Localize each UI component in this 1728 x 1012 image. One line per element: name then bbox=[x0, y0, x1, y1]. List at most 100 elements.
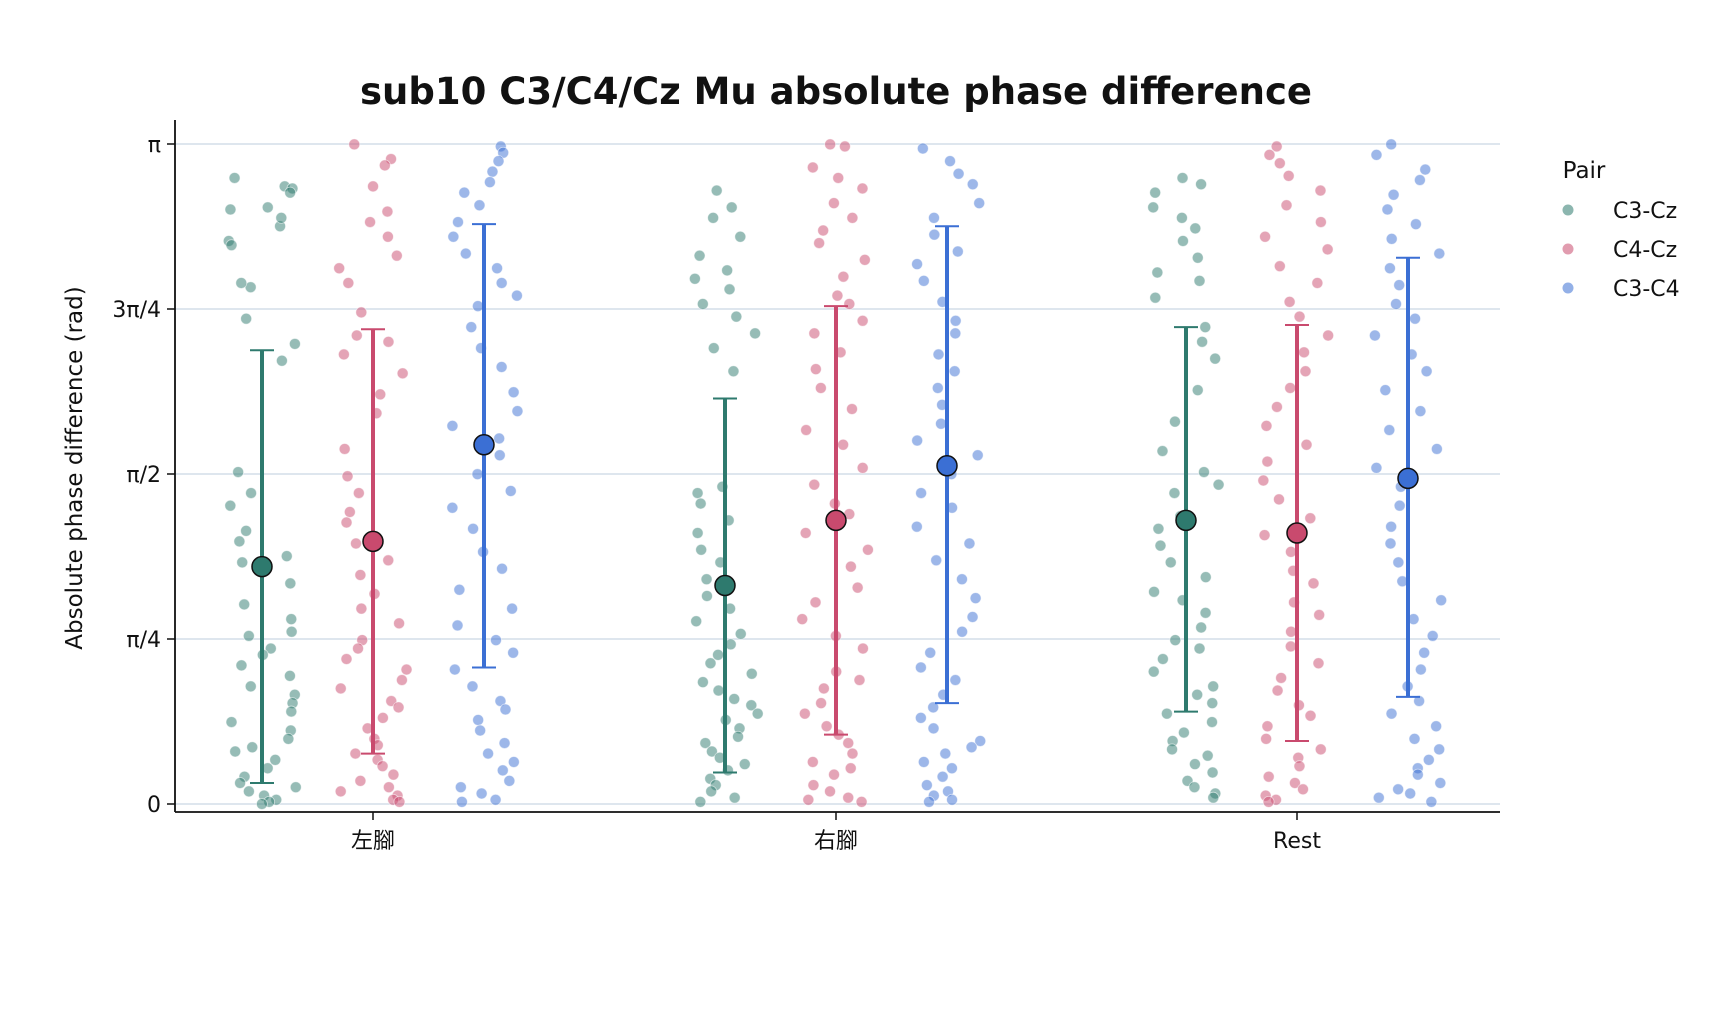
data-point bbox=[466, 680, 479, 693]
data-point bbox=[285, 705, 298, 718]
data-point bbox=[1261, 455, 1274, 468]
data-point bbox=[691, 487, 704, 499]
data-point bbox=[1284, 640, 1297, 653]
mean-marker bbox=[1175, 509, 1197, 532]
data-point bbox=[1285, 625, 1297, 638]
data-point bbox=[691, 527, 704, 539]
data-point bbox=[355, 602, 368, 615]
data-point bbox=[807, 779, 820, 791]
data-point bbox=[1149, 186, 1162, 199]
data-point bbox=[224, 203, 237, 216]
data-point bbox=[493, 449, 506, 462]
data-point bbox=[806, 756, 819, 768]
data-point bbox=[474, 724, 487, 737]
data-point bbox=[817, 224, 830, 237]
data-point bbox=[832, 172, 845, 184]
data-point bbox=[966, 611, 979, 623]
data-point bbox=[1418, 646, 1431, 659]
data-point bbox=[973, 197, 986, 210]
data-point bbox=[1160, 707, 1173, 720]
data-point bbox=[1148, 585, 1160, 598]
data-point bbox=[471, 468, 484, 481]
data-point bbox=[1409, 312, 1421, 325]
data-point bbox=[1299, 365, 1312, 378]
data-point bbox=[1196, 335, 1209, 348]
data-point bbox=[842, 791, 855, 804]
data-point bbox=[951, 245, 964, 258]
data-point bbox=[693, 249, 706, 262]
data-point bbox=[1191, 251, 1204, 264]
data-point bbox=[486, 165, 499, 178]
data-point bbox=[831, 289, 844, 302]
data-point bbox=[229, 745, 242, 758]
legend-marker bbox=[1562, 243, 1574, 255]
data-point bbox=[240, 312, 253, 325]
data-point bbox=[935, 417, 947, 430]
data-point bbox=[710, 184, 723, 197]
data-point bbox=[1262, 770, 1275, 783]
y-tick-labels: 0 π/4 π/2 3π/4 π bbox=[112, 133, 161, 818]
data-point bbox=[276, 354, 288, 367]
data-point bbox=[1271, 684, 1284, 697]
data-point bbox=[238, 598, 251, 611]
data-point bbox=[712, 684, 725, 697]
data-point bbox=[337, 348, 350, 361]
data-point bbox=[851, 581, 864, 594]
data-point bbox=[920, 779, 933, 791]
data-point bbox=[910, 520, 923, 533]
mean-marker bbox=[251, 555, 273, 578]
data-point bbox=[1307, 577, 1320, 590]
data-point bbox=[842, 737, 855, 749]
data-point bbox=[796, 613, 809, 626]
data-point bbox=[1419, 163, 1432, 176]
data-point bbox=[707, 211, 720, 224]
data-point bbox=[280, 550, 293, 563]
data-point bbox=[728, 791, 741, 804]
data-point bbox=[381, 205, 394, 218]
data-point bbox=[1147, 665, 1160, 678]
data-point bbox=[1280, 199, 1293, 212]
data-point bbox=[228, 172, 241, 184]
data-point bbox=[857, 642, 869, 655]
data-point bbox=[233, 535, 246, 548]
data-point bbox=[1262, 795, 1275, 808]
data-point bbox=[1414, 405, 1427, 418]
data-point bbox=[1289, 777, 1301, 789]
data-point bbox=[1176, 172, 1189, 184]
data-point bbox=[234, 777, 246, 789]
data-point bbox=[342, 277, 355, 289]
data-point bbox=[1199, 571, 1212, 584]
data-point bbox=[808, 327, 821, 340]
data-point bbox=[690, 615, 703, 628]
data-point bbox=[1385, 707, 1398, 720]
y-tick-label: π/2 bbox=[126, 463, 161, 488]
data-point bbox=[817, 682, 830, 695]
data-point bbox=[914, 711, 927, 724]
data-point bbox=[734, 230, 747, 243]
data-point bbox=[1422, 753, 1435, 766]
data-point bbox=[1207, 791, 1220, 804]
data-point bbox=[858, 253, 871, 266]
data-point bbox=[496, 562, 508, 575]
data-point bbox=[946, 793, 958, 806]
data-point bbox=[1370, 148, 1383, 161]
data-point bbox=[1314, 743, 1327, 756]
data-point bbox=[245, 487, 257, 499]
data-point bbox=[1177, 235, 1189, 247]
data-point bbox=[944, 155, 956, 168]
data-point bbox=[916, 142, 929, 155]
data-point bbox=[749, 327, 761, 340]
data-point bbox=[1154, 539, 1167, 552]
data-point bbox=[1385, 520, 1398, 533]
mean-marker bbox=[825, 509, 847, 532]
data-point bbox=[928, 211, 940, 224]
data-point bbox=[1311, 277, 1324, 289]
data-point bbox=[256, 798, 268, 810]
data-point bbox=[467, 522, 479, 535]
data-point bbox=[452, 216, 464, 228]
data-point bbox=[917, 756, 930, 768]
data-point bbox=[1164, 556, 1177, 569]
data-point bbox=[1199, 606, 1212, 619]
data-point bbox=[1381, 203, 1394, 216]
data-point bbox=[503, 774, 516, 787]
